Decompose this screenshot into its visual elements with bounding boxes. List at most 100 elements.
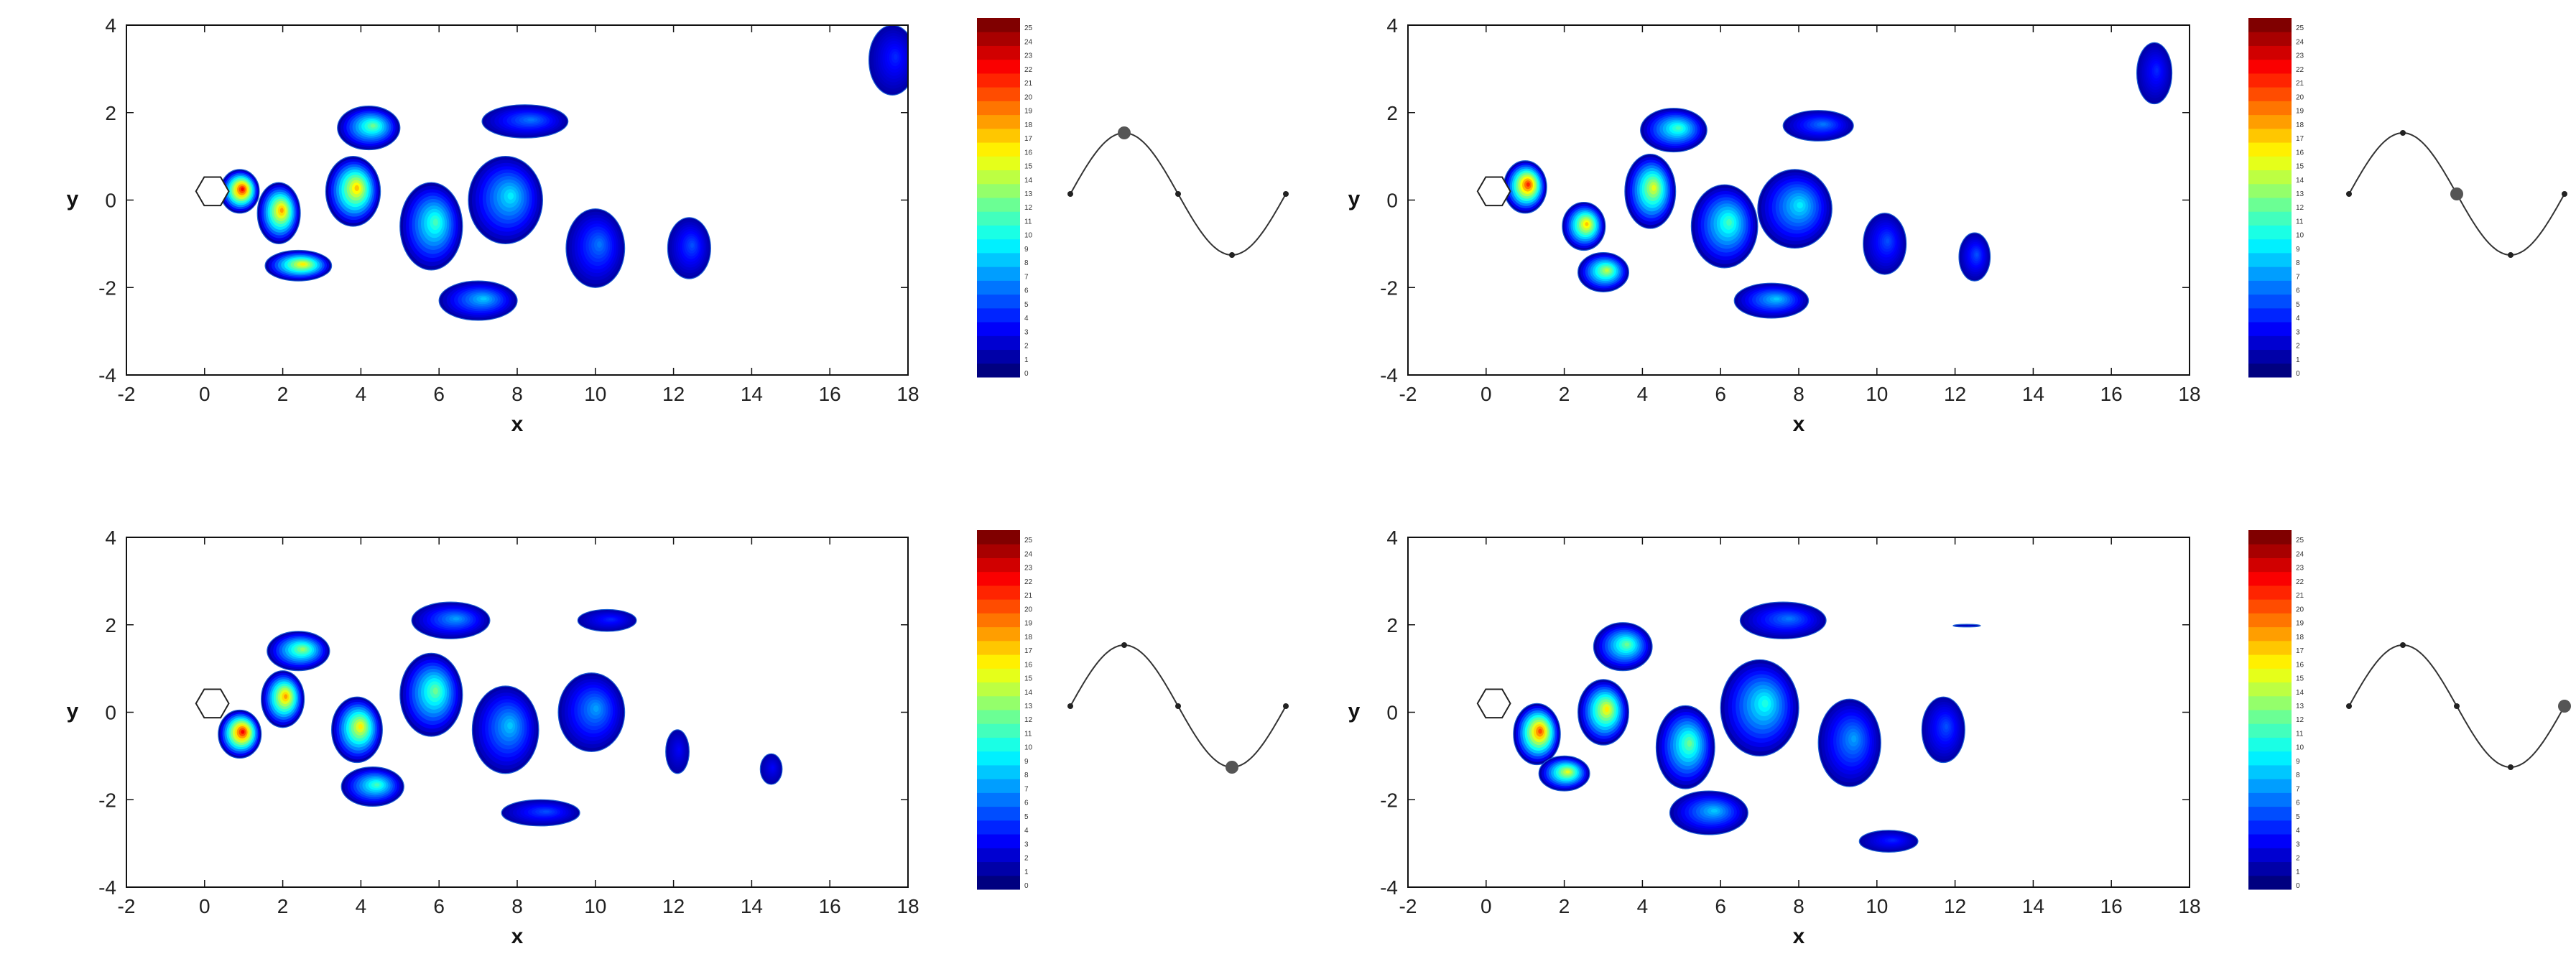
vortex-contour-level xyxy=(608,618,614,621)
vortex-8 xyxy=(1739,601,1827,639)
colorbar-tick-label: 4 xyxy=(1024,827,1029,835)
vortex-7 xyxy=(1720,659,1799,756)
colorbar-tick-label: 12 xyxy=(2296,716,2304,724)
colorbar-band xyxy=(2248,128,2292,143)
colorbar-tick-label: 16 xyxy=(1024,149,1033,157)
colorbar-band xyxy=(2248,654,2292,669)
vortex-contour-level xyxy=(432,218,438,226)
colorbar-band xyxy=(2248,557,2292,573)
x-tick-label: 10 xyxy=(584,383,606,405)
vortex-outline xyxy=(1577,251,1629,292)
vortex-contour-level xyxy=(593,705,599,713)
colorbar-band xyxy=(977,682,1020,697)
x-tick-label: 2 xyxy=(277,383,289,405)
vortex-outline xyxy=(1757,169,1833,249)
colorbar-band xyxy=(977,142,1020,157)
colorbar: 0123456789101112131415161718192021222324… xyxy=(2248,530,2304,890)
colorbar-tick-label: 22 xyxy=(1024,578,1033,586)
phase-marker xyxy=(1067,703,1073,709)
colorbar-band xyxy=(977,779,1020,793)
colorbar-tick-label: 18 xyxy=(2296,634,2304,641)
colorbar-band xyxy=(2248,626,2292,641)
vortex-2 xyxy=(1562,201,1606,251)
phase-indicator xyxy=(2346,130,2567,258)
y-tick-label: 4 xyxy=(1386,14,1398,37)
y-tick-label: 2 xyxy=(1386,614,1398,636)
colorbar-band xyxy=(2248,335,2292,351)
colorbar-band xyxy=(977,349,1020,364)
vortex-contour-level xyxy=(1761,699,1769,708)
colorbar-band xyxy=(2248,861,2292,876)
phase-marker xyxy=(2562,191,2567,197)
vortex-13 xyxy=(759,753,783,785)
vortex-contour-level xyxy=(1604,269,1609,272)
colorbar-band xyxy=(2248,848,2292,863)
colorbar: 0123456789101112131415161718192021222324… xyxy=(977,18,1033,378)
colorbar-tick-label: 16 xyxy=(1024,661,1033,669)
vortex-contour-level xyxy=(480,297,487,301)
colorbar-band xyxy=(2248,73,2292,88)
x-tick-label: 0 xyxy=(199,895,210,917)
colorbar-band xyxy=(2248,101,2292,116)
phase-marker xyxy=(2346,191,2352,197)
colorbar-tick-label: 17 xyxy=(2296,135,2304,143)
colorbar-band xyxy=(977,613,1020,628)
colorbar-tick-label: 14 xyxy=(1024,177,1033,185)
vortex-10 xyxy=(565,208,626,288)
colorbar-band xyxy=(977,280,1020,295)
x-tick-label: 10 xyxy=(584,895,606,917)
phase-marker xyxy=(1283,191,1289,197)
x-tick-label: 6 xyxy=(433,895,445,917)
x-tick-label: 12 xyxy=(662,383,685,405)
vortex-outline xyxy=(1720,659,1799,756)
colorbar-band xyxy=(2248,267,2292,281)
colorbar-band xyxy=(977,792,1020,807)
colorbar-tick-label: 22 xyxy=(2296,578,2304,586)
colorbar-tick-label: 19 xyxy=(1024,108,1033,116)
phase-indicator xyxy=(1067,642,1289,774)
y-axis-label: y xyxy=(67,700,79,723)
colorbar-band xyxy=(2248,792,2292,807)
colorbar-band xyxy=(2248,764,2292,779)
x-tick-label: 8 xyxy=(511,383,523,405)
colorbar-tick-label: 24 xyxy=(1024,38,1033,46)
colorbar-tick-label: 8 xyxy=(1024,772,1029,779)
x-tick-label: 12 xyxy=(1944,895,1966,917)
vortex-1 xyxy=(1503,160,1547,214)
colorbar-tick-label: 19 xyxy=(2296,620,2304,628)
colorbar-tick-label: 16 xyxy=(2296,661,2304,669)
x-tick-label: 14 xyxy=(2022,895,2044,917)
colorbar-band xyxy=(2248,585,2292,600)
vortex-12 xyxy=(868,25,908,96)
colorbar-tick-label: 25 xyxy=(2296,537,2304,545)
colorbar-tick-label: 7 xyxy=(2296,273,2300,281)
vortex-contour-level xyxy=(1604,706,1609,713)
vortex-6 xyxy=(1669,790,1748,835)
x-tick-label: 8 xyxy=(1793,895,1804,917)
vortex-9 xyxy=(481,104,569,139)
y-axis-label: y xyxy=(1348,700,1361,723)
y-tick-label: -4 xyxy=(1380,876,1398,899)
colorbar-band xyxy=(2248,779,2292,793)
colorbar-band xyxy=(977,307,1020,323)
vortex-outline xyxy=(1655,705,1715,789)
colorbar-tick-label: 18 xyxy=(2296,121,2304,129)
hexagon-cylinder xyxy=(1476,176,1511,207)
vortex-outline xyxy=(264,249,333,282)
colorbar-band xyxy=(2248,87,2292,101)
colorbar-band xyxy=(977,820,1020,835)
colorbar-band xyxy=(2248,737,2292,752)
colorbar-tick-label: 21 xyxy=(2296,592,2304,600)
colorbar-band xyxy=(2248,349,2292,364)
vortex-8 xyxy=(468,156,543,244)
vortex-outline xyxy=(1577,679,1629,746)
y-tick-label: -2 xyxy=(98,789,116,811)
vortex-outline xyxy=(1669,790,1748,835)
colorbar-tick-label: 0 xyxy=(1024,370,1029,378)
vortex-outline xyxy=(667,217,711,279)
vortex-12 xyxy=(665,729,690,774)
colorbar-band xyxy=(977,764,1020,779)
colorbar-tick-label: 1 xyxy=(1024,868,1029,876)
colorbar-band xyxy=(2248,668,2292,683)
